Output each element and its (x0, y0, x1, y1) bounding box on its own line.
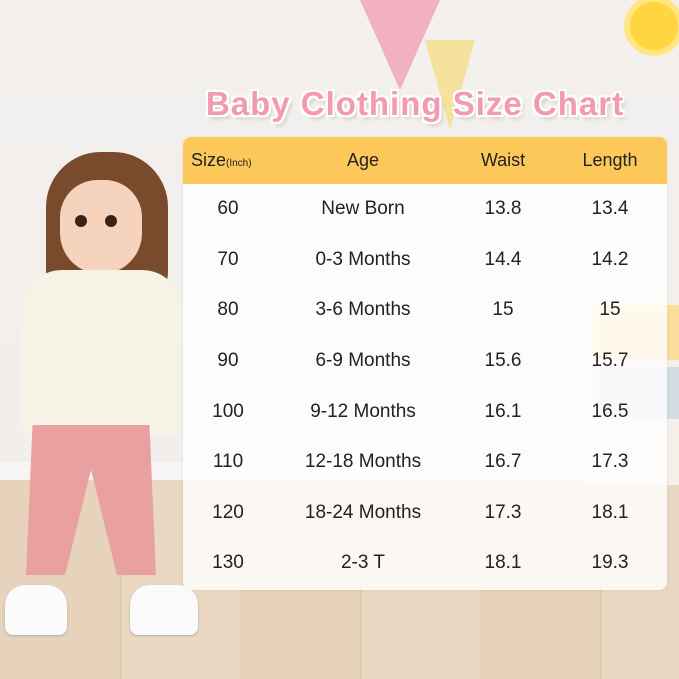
header-length: Length (582, 150, 638, 170)
cell-length: 18.1 (591, 501, 629, 523)
table-body: 60 New Born 13.8 13.4 70 0-3 Months 14.4 14.2 80… (183, 184, 667, 589)
table-header: Size(Inch) Age Waist Length (183, 137, 667, 184)
cell-size: 120 (212, 501, 244, 523)
eye (75, 215, 87, 227)
cell-age: 18-24 Months (304, 501, 422, 523)
cell-waist: 17.3 (484, 501, 522, 523)
cell-waist: 18.1 (484, 552, 522, 574)
cell-size: 100 (212, 400, 244, 422)
cell-length: 14.2 (591, 248, 629, 270)
sun-decoration-icon (630, 2, 678, 50)
cell-age: 12-18 Months (304, 451, 422, 473)
cell-length: 13.4 (591, 198, 629, 220)
cell-age: 0-3 Months (315, 248, 411, 270)
table-row: 100 9-12 Months 16.1 16.5 (183, 386, 667, 437)
size-table: Size(Inch) Age Waist Length 60 New Born 13… (183, 137, 667, 590)
header-size-unit: (Inch) (226, 158, 252, 169)
table-row: 60 New Born 13.8 13.4 (183, 184, 667, 235)
cell-size: 110 (212, 451, 244, 473)
cell-waist: 16.1 (484, 400, 522, 422)
cell-size: 130 (212, 552, 244, 574)
cell-size: 60 (217, 198, 239, 220)
cell-age: 3-6 Months (315, 299, 411, 321)
cell-size: 90 (217, 350, 239, 372)
table-row: 90 6-9 Months 15.6 15.7 (183, 336, 667, 387)
cell-length: 15 (599, 299, 621, 321)
face (60, 180, 142, 274)
header-size: Size(Inch) (183, 150, 273, 171)
cell-age: 2-3 T (340, 552, 385, 574)
cell-waist: 16.7 (484, 451, 522, 473)
table-row: 110 12-18 Months 16.7 17.3 (183, 437, 667, 488)
shoe (5, 585, 67, 635)
header-age: Age (346, 150, 380, 170)
eye (105, 215, 117, 227)
cell-length: 16.5 (591, 400, 629, 422)
cell-waist: 13.8 (484, 198, 522, 220)
cell-age: 6-9 Months (315, 350, 411, 372)
table-row: 120 18-24 Months 17.3 18.1 (183, 488, 667, 539)
chart-title: Baby Clothing Size Chart (205, 85, 625, 122)
cell-size: 80 (217, 299, 239, 321)
table-row: 130 2-3 T 18.1 19.3 (183, 538, 667, 589)
cell-age: 9-12 Months (310, 400, 416, 422)
cell-waist: 15 (492, 299, 514, 321)
cell-length: 19.3 (591, 552, 629, 574)
table-row: 70 0-3 Months 14.4 14.2 (183, 235, 667, 286)
sweater (22, 270, 182, 435)
header-waist: Waist (480, 150, 526, 170)
table-row: 80 3-6 Months 15 15 (183, 285, 667, 336)
cell-waist: 14.4 (484, 248, 522, 270)
shoe (130, 585, 198, 635)
header-size-label: Size (191, 150, 227, 170)
cell-length: 15.7 (591, 350, 629, 372)
cell-size: 70 (217, 248, 239, 270)
cell-age: New Born (321, 198, 405, 220)
cell-length: 17.3 (591, 451, 629, 473)
cell-waist: 15.6 (484, 350, 522, 372)
